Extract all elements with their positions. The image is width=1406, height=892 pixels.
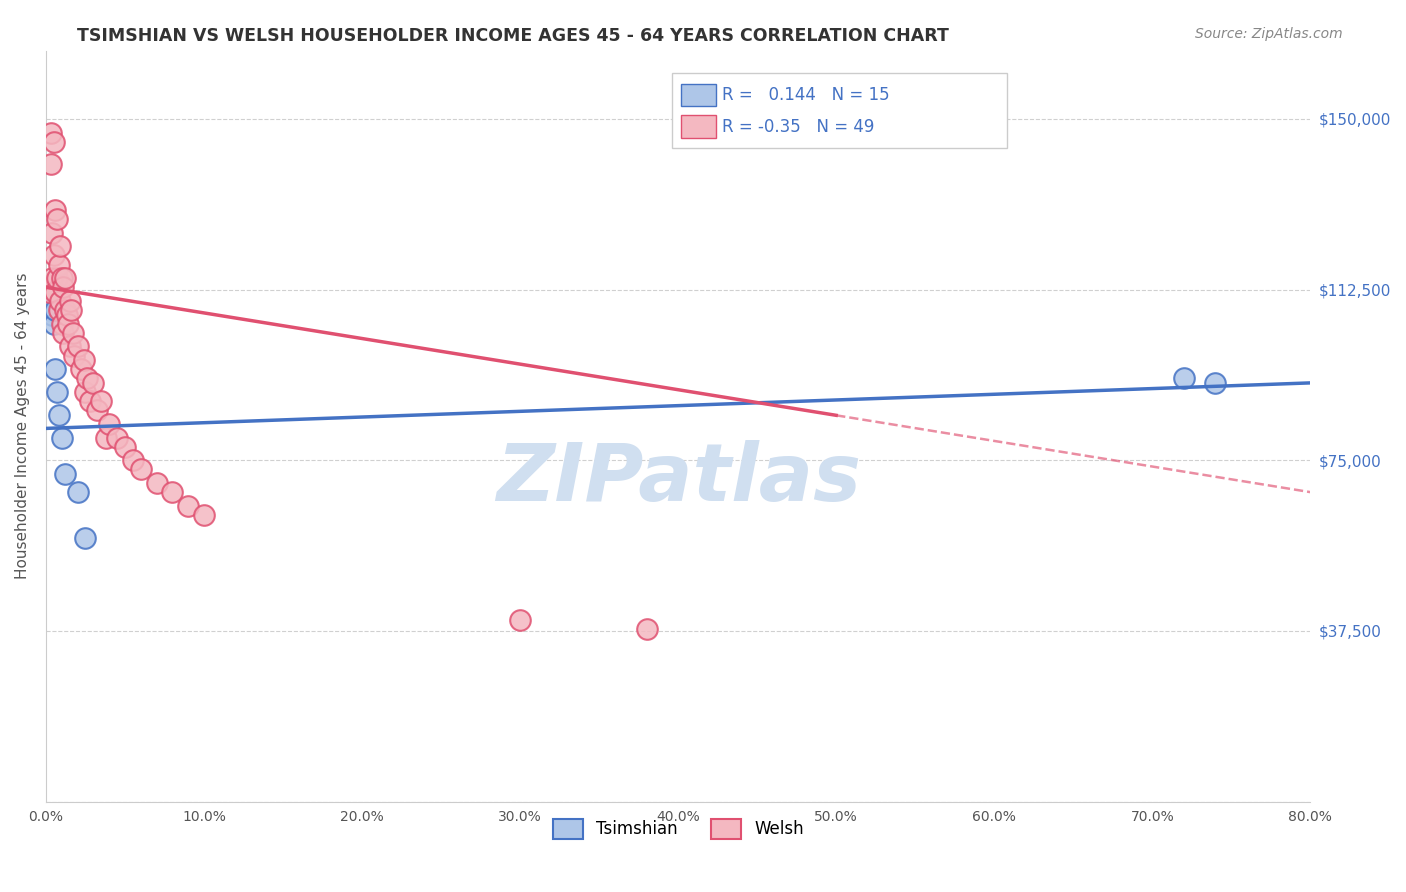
- Text: TSIMSHIAN VS WELSH HOUSEHOLDER INCOME AGES 45 - 64 YEARS CORRELATION CHART: TSIMSHIAN VS WELSH HOUSEHOLDER INCOME AG…: [77, 27, 949, 45]
- Text: ZIPatlas: ZIPatlas: [496, 440, 860, 517]
- Point: [44, 202, 66, 217]
- Point: [98, 417, 121, 431]
- Point: [46, 212, 69, 227]
- Point: [46, 384, 69, 399]
- Point: [42, 248, 65, 262]
- Point: [38, 303, 60, 318]
- Point: [162, 485, 184, 500]
- Point: [76, 371, 98, 385]
- Point: [90, 394, 112, 409]
- Point: [129, 462, 152, 476]
- Point: [44, 362, 66, 376]
- Point: [86, 403, 108, 417]
- Point: [51, 317, 73, 331]
- FancyBboxPatch shape: [672, 73, 1007, 148]
- Point: [145, 475, 167, 490]
- Point: [51, 271, 73, 285]
- Point: [509, 613, 531, 627]
- Point: [94, 430, 117, 444]
- Point: [39, 157, 62, 171]
- Point: [52, 326, 75, 340]
- Point: [53, 467, 76, 481]
- Point: [66, 485, 89, 500]
- Text: R =   0.144   N = 15: R = 0.144 N = 15: [723, 86, 890, 104]
- Point: [56, 317, 79, 331]
- Point: [75, 531, 97, 545]
- Point: [42, 285, 65, 299]
- Point: [1204, 376, 1226, 390]
- Point: [41, 226, 63, 240]
- Point: [44, 285, 66, 299]
- Point: [41, 308, 63, 322]
- Point: [39, 293, 62, 308]
- Point: [51, 430, 73, 444]
- Point: [46, 271, 69, 285]
- Point: [75, 384, 97, 399]
- Point: [48, 258, 70, 272]
- Point: [122, 453, 145, 467]
- Point: [1173, 371, 1195, 385]
- Point: [49, 239, 72, 253]
- Legend: Tsimshian, Welsh: Tsimshian, Welsh: [546, 812, 810, 846]
- Point: [55, 308, 77, 322]
- Point: [53, 303, 76, 318]
- FancyBboxPatch shape: [681, 84, 716, 106]
- Point: [49, 293, 72, 308]
- Point: [44, 303, 66, 318]
- Point: [52, 280, 75, 294]
- Y-axis label: Householder Income Ages 45 - 64 years: Householder Income Ages 45 - 64 years: [15, 273, 30, 580]
- Point: [636, 622, 658, 636]
- Point: [193, 508, 215, 522]
- Point: [39, 126, 62, 140]
- Text: R = -0.35   N = 49: R = -0.35 N = 49: [723, 118, 875, 136]
- Point: [105, 430, 128, 444]
- Point: [41, 271, 63, 285]
- Point: [59, 293, 82, 308]
- Point: [82, 376, 104, 390]
- Point: [53, 271, 76, 285]
- Point: [63, 349, 86, 363]
- Point: [79, 394, 101, 409]
- Point: [73, 353, 96, 368]
- Point: [66, 339, 89, 353]
- Text: Source: ZipAtlas.com: Source: ZipAtlas.com: [1195, 27, 1343, 41]
- Point: [62, 326, 84, 340]
- Point: [42, 135, 65, 149]
- Point: [48, 303, 70, 318]
- Point: [69, 362, 91, 376]
- Point: [48, 408, 70, 422]
- Point: [60, 303, 83, 318]
- Point: [114, 440, 136, 454]
- Point: [42, 317, 65, 331]
- Point: [177, 499, 200, 513]
- Point: [38, 285, 60, 299]
- FancyBboxPatch shape: [681, 115, 716, 137]
- Point: [59, 339, 82, 353]
